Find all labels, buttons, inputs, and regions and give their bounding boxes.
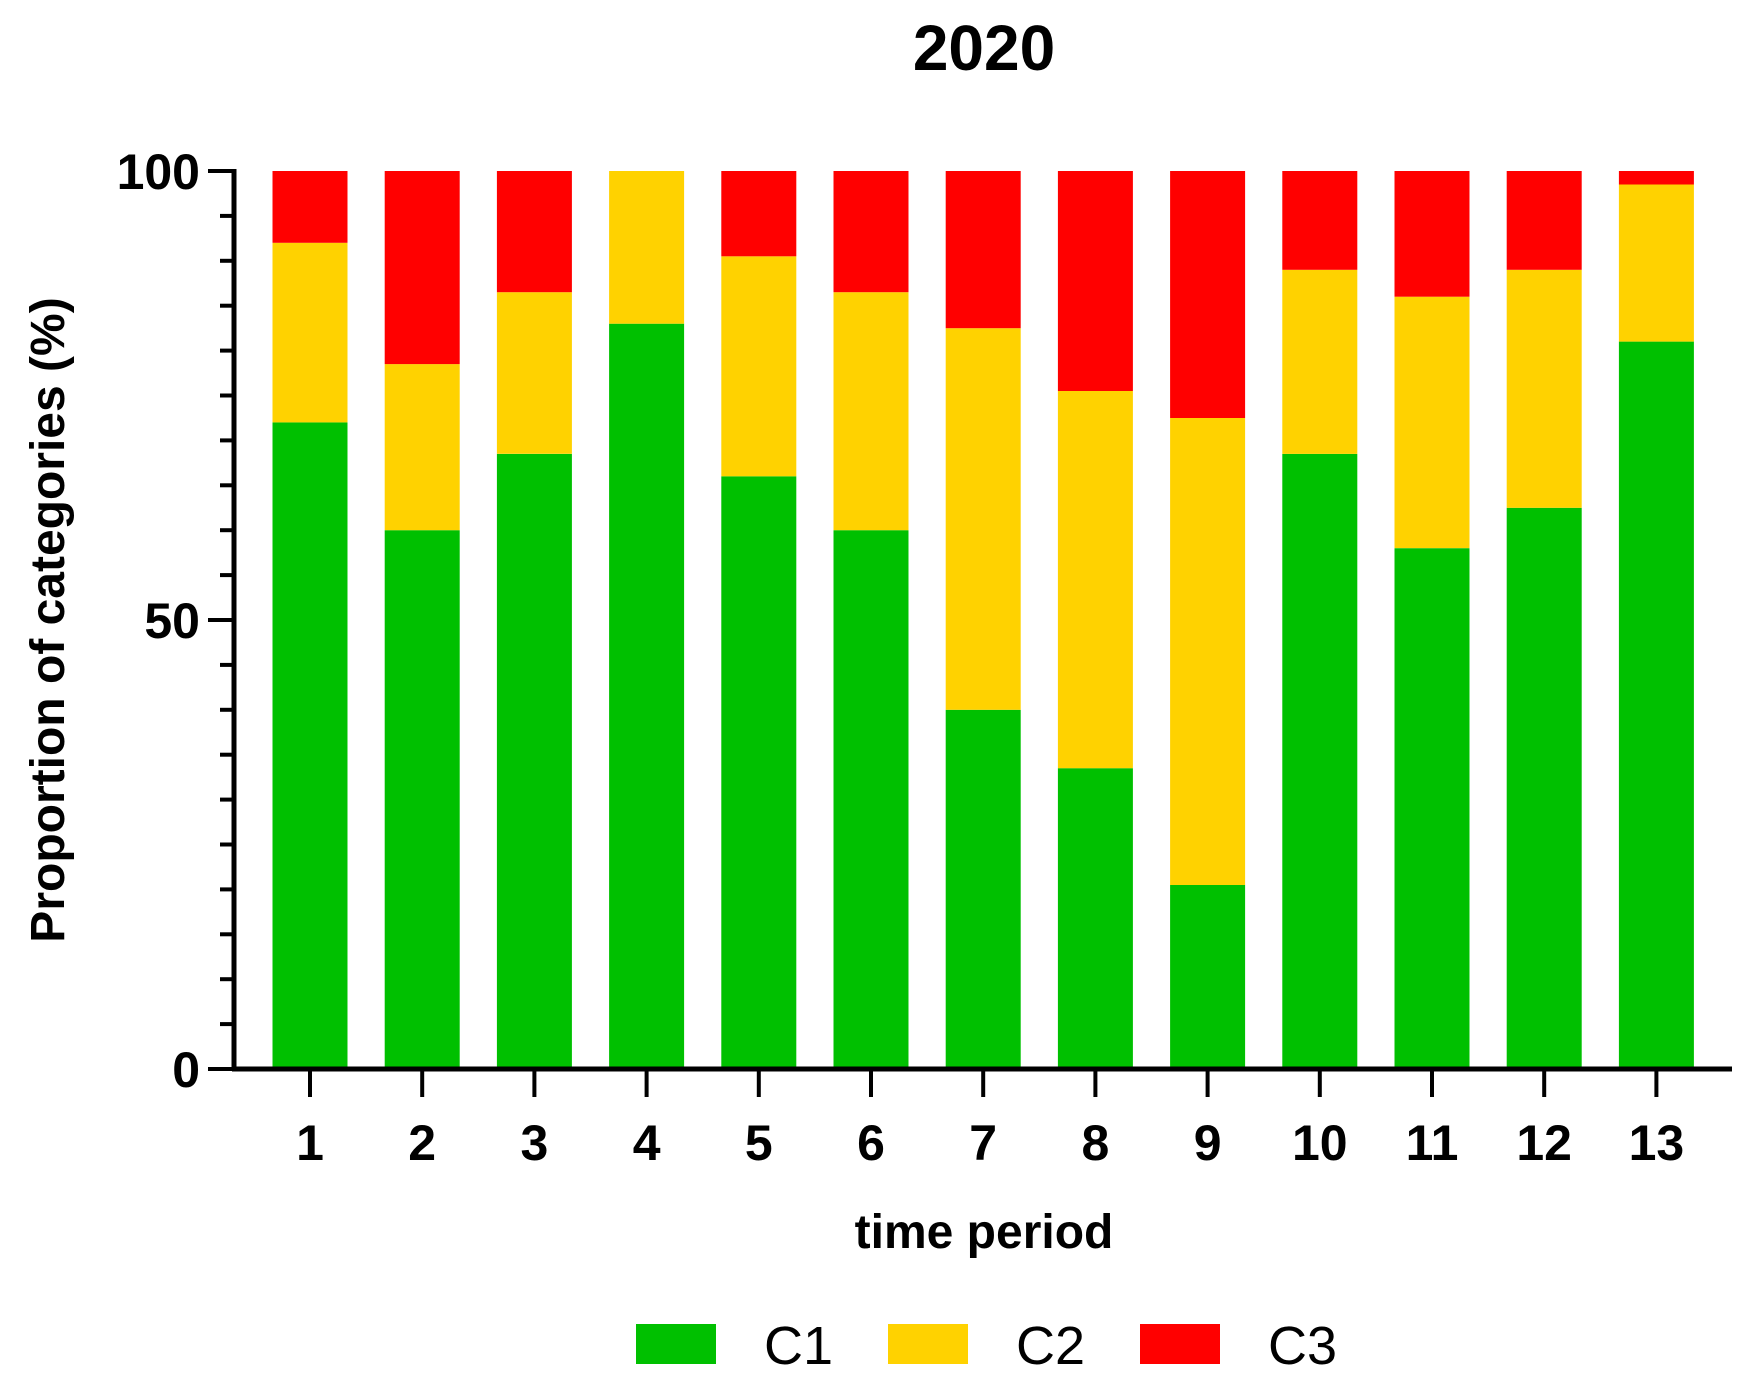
bar-segment-c2-12 [1506, 269, 1582, 508]
bars-group [272, 171, 1694, 1070]
bar-segment-c2-7 [945, 328, 1021, 710]
bar-segment-c1-4 [609, 323, 685, 1069]
bar-segment-c1-7 [945, 709, 1021, 1069]
bar-segment-c1-12 [1506, 507, 1582, 1070]
legend-swatch-c1 [636, 1324, 716, 1364]
bar-segment-c2-9 [1170, 418, 1246, 885]
y-tick-label: 0 [172, 1042, 200, 1098]
x-tick-label: 10 [1292, 1115, 1348, 1171]
bar-segment-c3-7 [945, 171, 1021, 329]
legend-label-c3: C3 [1268, 1316, 1337, 1376]
x-tick-label: 2 [408, 1115, 436, 1171]
bar-segment-c2-13 [1618, 184, 1694, 342]
x-tick-label: 12 [1516, 1115, 1572, 1171]
x-axis-title: time period [855, 1206, 1114, 1259]
legend-swatch-c3 [1140, 1324, 1220, 1364]
x-tick-label: 4 [633, 1115, 661, 1171]
bar-segment-c3-1 [272, 171, 348, 243]
legend-label-c2: C2 [1016, 1316, 1085, 1376]
bar-segment-c3-9 [1170, 171, 1246, 418]
y-axis-title: Proportion of categories (%) [22, 297, 75, 942]
x-tick-label: 9 [1194, 1115, 1222, 1171]
x-tick-label: 13 [1629, 1115, 1685, 1171]
bar-segment-c1-1 [272, 422, 348, 1069]
x-tick-label: 7 [969, 1115, 997, 1171]
y-tick-label: 50 [144, 593, 200, 649]
bar-segment-c1-13 [1618, 341, 1694, 1070]
legend-swatch-c2 [888, 1324, 968, 1364]
bar-segment-c2-1 [272, 242, 348, 423]
y-tick-label: 100 [117, 144, 200, 200]
bar-segment-c3-13 [1618, 171, 1694, 185]
bar-segment-c2-6 [833, 292, 909, 531]
bar-segment-c3-10 [1282, 171, 1358, 270]
bar-segment-c3-12 [1506, 171, 1582, 270]
bar-segment-c1-2 [384, 530, 460, 1069]
bar-segment-c1-9 [1170, 884, 1246, 1069]
bar-segment-c1-6 [833, 530, 909, 1069]
legend-label-c1: C1 [764, 1316, 833, 1376]
bar-segment-c2-8 [1057, 391, 1133, 769]
legend: C1 C2 C3 [636, 1316, 1337, 1376]
bar-segment-c1-10 [1282, 453, 1358, 1069]
bar-segment-c1-5 [721, 476, 797, 1069]
bar-segment-c2-4 [609, 171, 685, 324]
x-tick-label: 6 [857, 1115, 885, 1171]
bar-segment-c1-3 [496, 453, 572, 1069]
bar-segment-c3-11 [1394, 171, 1470, 297]
x-tick-label: 1 [296, 1115, 324, 1171]
bar-segment-c2-5 [721, 256, 797, 477]
bar-segment-c1-11 [1394, 548, 1470, 1069]
x-tick-label: 3 [520, 1115, 548, 1171]
bar-segment-c2-2 [384, 364, 460, 531]
chart-title: 2020 [913, 12, 1055, 84]
x-tick-label: 8 [1081, 1115, 1109, 1171]
bar-segment-c2-3 [496, 292, 572, 454]
bar-segment-c3-6 [833, 171, 909, 293]
bar-segment-c1-8 [1057, 768, 1133, 1069]
x-tick-label: 11 [1406, 1115, 1459, 1171]
bar-segment-c3-2 [384, 171, 460, 365]
bar-segment-c2-11 [1394, 296, 1470, 549]
bar-segment-c3-5 [721, 171, 797, 257]
bar-segment-c3-8 [1057, 171, 1133, 391]
bar-segment-c2-10 [1282, 269, 1358, 454]
bar-segment-c3-3 [496, 171, 572, 293]
x-tick-label: 5 [745, 1115, 773, 1171]
